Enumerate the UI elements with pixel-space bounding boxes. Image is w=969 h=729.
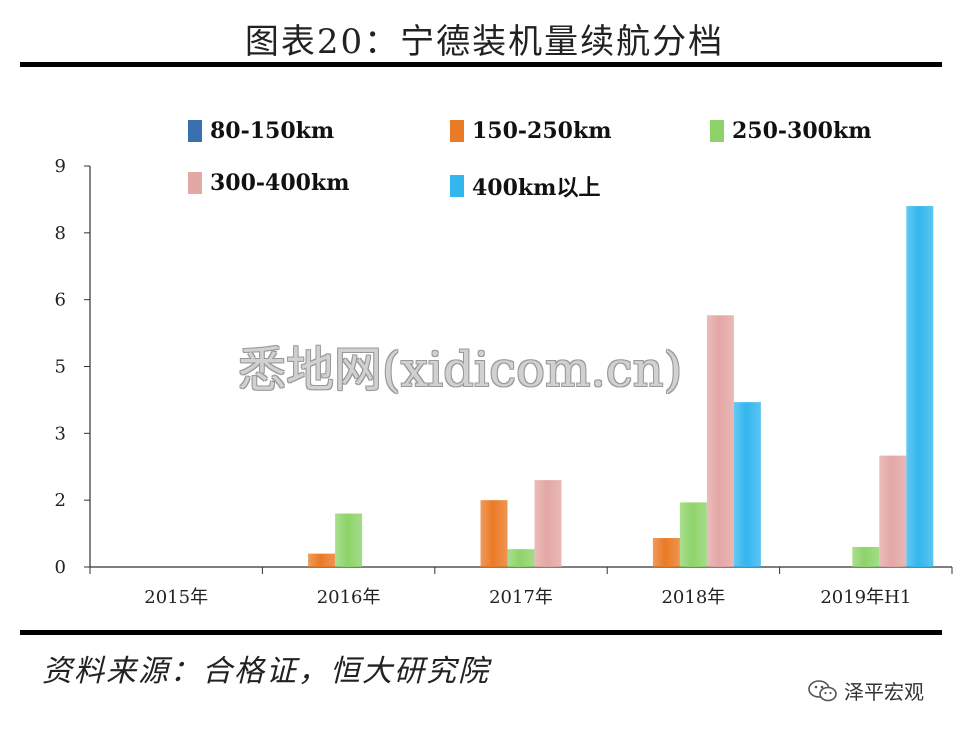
wechat-label: 泽平宏观 — [844, 680, 924, 704]
y-tick-label: 2 — [55, 490, 66, 511]
legend-label: 80-150km — [210, 118, 335, 144]
bar-300-400km-4 — [879, 455, 907, 567]
title-divider — [20, 62, 942, 67]
legend-label: 250-300km — [732, 118, 872, 144]
wechat-icon — [808, 679, 837, 701]
chart-title: 图表20：宁德装机量续航分档 — [244, 22, 725, 62]
y-tick-label: 5 — [55, 357, 66, 378]
legend-item-150-250km: 150-250km — [450, 118, 612, 144]
watermark: 悉地网(xidicom.cn) — [238, 342, 683, 398]
y-tick-label: 0 — [55, 557, 66, 578]
source-note: 资料来源：合格证，恒大研究院 — [42, 654, 490, 689]
bar-250-300km-2 — [507, 549, 535, 567]
legend-swatch — [188, 172, 202, 194]
legend-item-80-150km: 80-150km — [188, 118, 334, 144]
y-tick-label: 9 — [55, 156, 66, 177]
legend-item-300-400km: 300-400km — [188, 170, 350, 196]
legend-swatch — [710, 120, 724, 142]
bar-250-300km-4 — [852, 546, 880, 567]
legend-item-400km-plus: 400km以上 — [450, 170, 600, 202]
bar-250-300km-3 — [679, 502, 707, 567]
y-tick-label: 8 — [55, 223, 66, 244]
bar-150-250km-3 — [652, 538, 680, 567]
x-tick-label: 2019年H1 — [820, 587, 911, 608]
legend-label: 400km以上 — [472, 175, 601, 201]
y-tick-label: 6 — [55, 290, 66, 311]
legend-label: 150-250km — [472, 118, 612, 144]
x-tick-label: 2017年 — [489, 587, 553, 608]
bar-150-250km-1 — [308, 553, 336, 567]
bar-400km--3 — [733, 402, 761, 567]
legend-label: 300-400km — [210, 170, 350, 196]
legend-swatch — [450, 120, 464, 142]
wechat-badge[interactable]: 泽平宏观 — [808, 676, 924, 705]
bar-300-400km-3 — [706, 315, 734, 567]
bar-250-300km-1 — [335, 513, 363, 567]
x-tick-label: 2015年 — [144, 587, 208, 608]
bar-150-250km-2 — [480, 500, 508, 567]
bar-300-400km-2 — [534, 480, 562, 567]
bar-400km--4 — [906, 206, 934, 567]
legend-item-250-300km: 250-300km — [710, 118, 872, 144]
x-tick-label: 2016年 — [317, 587, 381, 608]
y-tick-label: 3 — [55, 423, 66, 444]
legend-swatch — [450, 175, 464, 197]
x-tick-label: 2018年 — [661, 587, 725, 608]
footer-divider — [20, 630, 942, 635]
legend-swatch — [188, 120, 202, 142]
